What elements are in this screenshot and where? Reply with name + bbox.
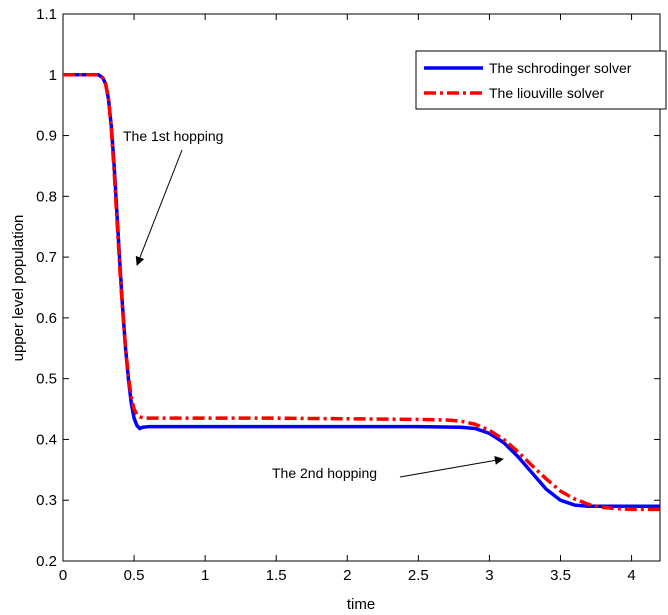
legend: The schrodinger solver The liouville sol… (415, 50, 667, 110)
x-axis-label: time (347, 596, 375, 613)
y-tick-label: 0.9 (36, 128, 57, 145)
y-axis-label: upper level population (10, 215, 27, 362)
x-axis-ticks: 0 0.5 1 1.5 2 2.5 3 3.5 4 (59, 14, 636, 584)
y-tick-label: 0.3 (36, 492, 57, 509)
series-line-liouville (63, 73, 660, 512)
x-tick-label: 3 (485, 567, 493, 584)
x-tick-label: 1 (201, 567, 209, 584)
annotation-1st-hopping-arrow (135, 149, 183, 266)
series-layer (63, 73, 660, 512)
y-tick-label: 0.2 (36, 553, 57, 570)
annotation-2nd-hopping: The 2nd hopping (272, 455, 504, 481)
y-tick-label: 0.5 (36, 371, 57, 388)
y-tick-label: 0.8 (36, 188, 57, 205)
x-tick-label: 3.5 (550, 567, 571, 584)
annotation-1st-hopping: The 1st hopping (123, 128, 223, 266)
y-axis-ticks: 0.2 0.3 0.4 0.5 0.6 0.7 0.8 0.9 1 1.1 (36, 6, 660, 570)
y-tick-label: 0.7 (36, 249, 57, 266)
y-tick-label: 0.6 (36, 310, 57, 327)
annotation-1st-hopping-text: The 1st hopping (123, 128, 223, 144)
legend-box (415, 50, 667, 110)
x-tick-label: 2 (343, 567, 351, 584)
x-tick-label: 4 (627, 567, 635, 584)
x-tick-label: 1.5 (266, 567, 287, 584)
legend-label-schrodinger: The schrodinger solver (489, 60, 632, 76)
y-tick-label: 1.1 (36, 6, 57, 23)
x-tick-label: 0.5 (124, 567, 145, 584)
annotation-2nd-hopping-text: The 2nd hopping (272, 465, 377, 481)
plot-frame (62, 13, 661, 562)
x-tick-label: 2.5 (408, 567, 429, 584)
y-tick-label: 1 (49, 67, 57, 84)
legend-label-liouville: The liouville solver (489, 85, 604, 101)
x-tick-label: 0 (59, 567, 67, 584)
y-tick-label: 0.4 (36, 431, 57, 448)
annotation-2nd-hopping-arrow (399, 455, 504, 478)
